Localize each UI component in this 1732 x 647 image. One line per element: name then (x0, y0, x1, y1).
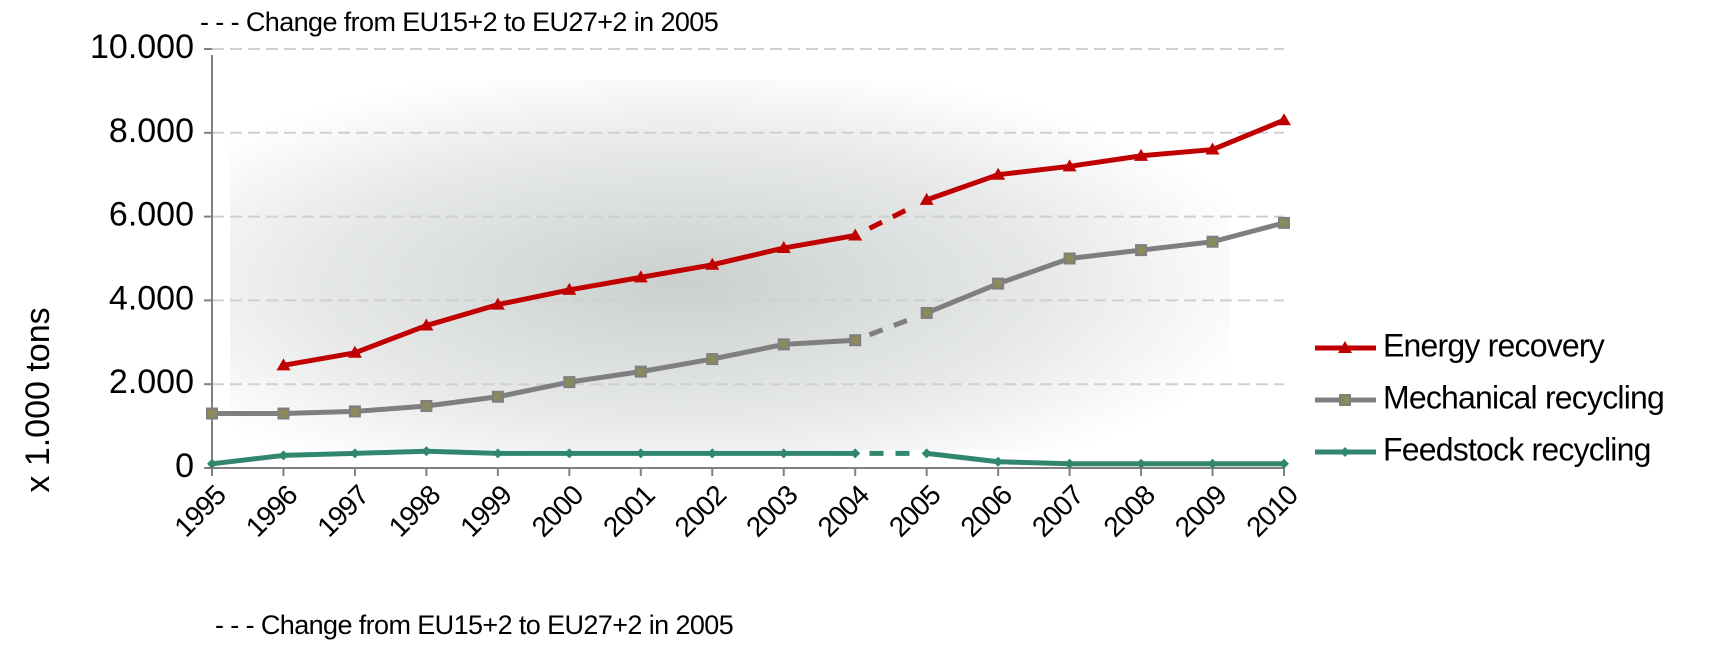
marker (419, 318, 434, 331)
x-tick-label: 1995 (168, 479, 231, 542)
marker (848, 228, 863, 241)
marker (491, 390, 504, 403)
series-line (925, 220, 1285, 316)
y-tick-label: 8.000 (109, 112, 194, 150)
annotation: - - - Change from EU15+2 to EU27+2 in 20… (200, 7, 718, 37)
x-tick-label: 2007 (1026, 479, 1089, 542)
marker (1063, 252, 1076, 265)
marker (921, 448, 932, 459)
legend-label: Energy recovery (1383, 327, 1605, 363)
y-tick-label: 10.000 (90, 28, 194, 66)
marker (850, 448, 861, 459)
marker (421, 446, 432, 457)
marker (1338, 341, 1352, 353)
marker (705, 257, 720, 270)
marker (1206, 235, 1219, 248)
marker (635, 448, 646, 459)
dashed-change (868, 316, 914, 338)
annotation: - - - Change from EU15+2 to EU27+2 in 20… (215, 610, 733, 640)
marker (778, 448, 789, 459)
y-tick-label: 6.000 (109, 196, 194, 234)
x-tick-label: 1998 (383, 479, 446, 542)
marker (1277, 113, 1291, 126)
marker (1062, 159, 1077, 172)
series-line (926, 450, 1284, 467)
background-photo (230, 80, 1230, 450)
x-tick-label: 2006 (954, 479, 1017, 542)
marker (1278, 216, 1290, 229)
x-tick-label: 2000 (526, 479, 589, 542)
marker (207, 458, 217, 469)
marker (1064, 458, 1075, 469)
marker (490, 297, 505, 310)
marker (348, 405, 361, 418)
marker (993, 456, 1004, 467)
x-tick-label: 2010 (1240, 479, 1303, 542)
marker (1205, 142, 1220, 155)
x-tick-label: 2003 (740, 479, 803, 542)
y-axis-label: x 1.000 tons (19, 307, 57, 492)
marker (1136, 458, 1147, 469)
x-tick-label: 2001 (597, 479, 660, 542)
marker (492, 448, 503, 459)
y-tick-label: 4.000 (109, 279, 194, 317)
marker (1339, 394, 1351, 406)
x-tick-label: 2002 (669, 479, 732, 542)
x-tick-label: 1999 (454, 479, 517, 542)
marker (992, 277, 1005, 290)
marker (564, 448, 575, 459)
marker (633, 270, 648, 283)
marker (777, 338, 790, 351)
marker (849, 334, 862, 347)
marker (776, 241, 791, 254)
marker (991, 167, 1006, 180)
x-tick-label: 2008 (1097, 479, 1160, 542)
marker (634, 365, 647, 378)
legend-label: Feedstock recycling (1383, 431, 1651, 467)
marker (1134, 148, 1149, 161)
series-line (211, 448, 856, 467)
series-line (925, 117, 1285, 203)
marker (278, 450, 289, 461)
x-tick-label: 1996 (240, 479, 303, 542)
dashed-change (868, 204, 914, 231)
y-tick-label: 2.000 (109, 363, 194, 401)
marker (420, 399, 433, 412)
x-tick-label: 2005 (883, 479, 946, 542)
marker (920, 306, 933, 319)
marker (707, 448, 718, 459)
legend-label: Mechanical recycling (1383, 379, 1664, 415)
marker (349, 448, 360, 459)
series-line (212, 337, 856, 417)
marker (347, 345, 362, 358)
marker (706, 353, 719, 366)
marker (1135, 244, 1148, 257)
x-tick-label: 1997 (311, 479, 374, 542)
marker (563, 376, 576, 389)
marker (1340, 447, 1350, 457)
x-tick-label: 2004 (812, 479, 875, 542)
y-tick-label: 0 (175, 447, 194, 485)
marker (276, 358, 291, 371)
marker (1207, 458, 1218, 469)
marker (562, 282, 577, 295)
x-tick-label: 2009 (1169, 479, 1232, 542)
marker (277, 407, 290, 420)
marker (1279, 458, 1289, 469)
marker (206, 407, 218, 420)
marker (919, 192, 934, 205)
